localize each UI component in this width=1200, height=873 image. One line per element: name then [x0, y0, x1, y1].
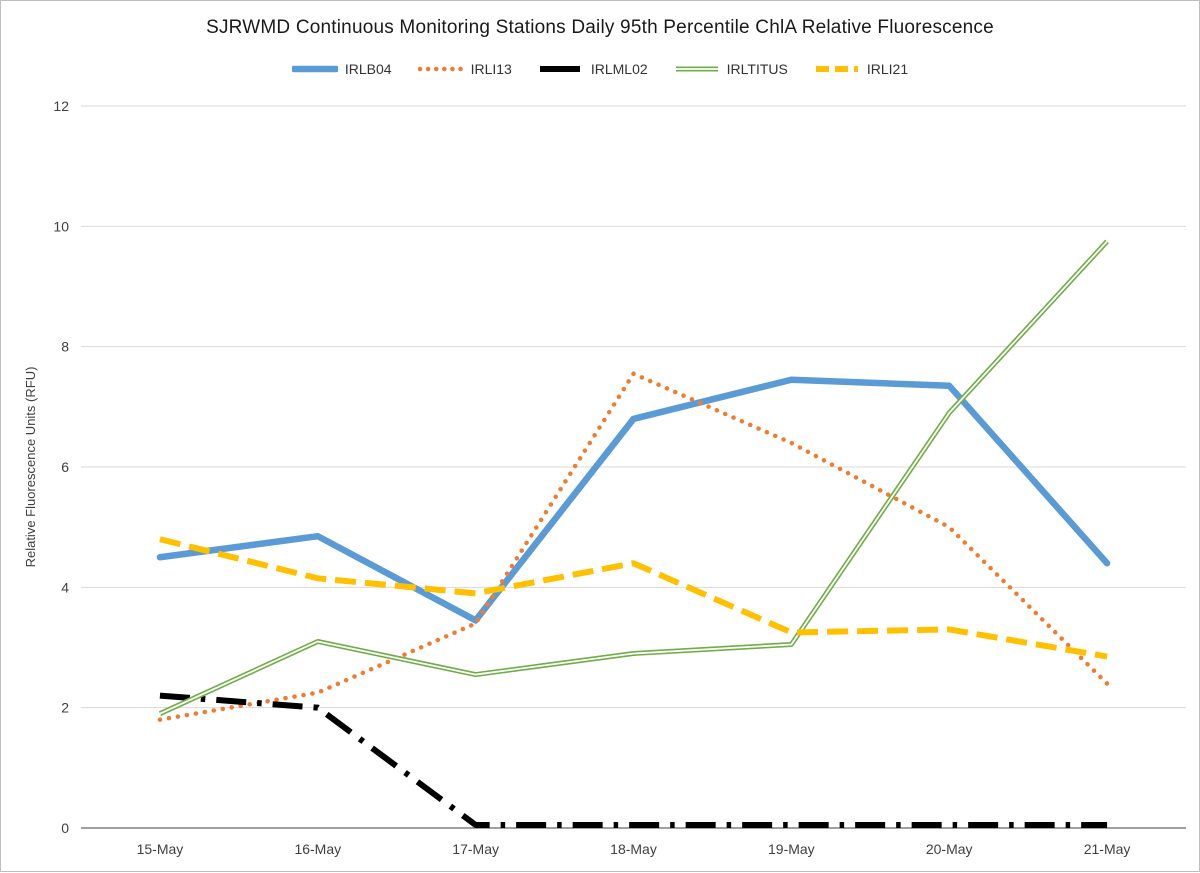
series-line-inner-IRLTITUS	[159, 240, 1108, 715]
legend-item-IRLTITUS: IRLTITUS	[674, 61, 788, 77]
x-tick-label: 21-May	[1084, 841, 1131, 857]
legend-marker-IRLI13	[417, 66, 464, 72]
series-line-IRLI21	[159, 536, 1108, 660]
chart-legend: IRLB04 IRLI13 IRLML02 IRLTITUS IRLI21	[1, 61, 1199, 77]
series-line-IRLTITUS	[158, 239, 1109, 716]
series-line-IRLB04	[156, 376, 1111, 624]
y-tick-label: 8	[61, 339, 69, 355]
series-line-IRLML02	[159, 692, 1108, 828]
x-tick-label: 18-May	[610, 841, 657, 857]
x-tick-label: 16-May	[294, 841, 341, 857]
legend-item-IRLI13: IRLI13	[417, 61, 512, 77]
y-tick-label: 6	[61, 459, 69, 475]
x-tick-label: 17-May	[452, 841, 499, 857]
legend-label-IRLB04: IRLB04	[344, 61, 392, 77]
legend-marker-IRLTITUS	[675, 66, 718, 72]
legend-marker-IRLML02	[539, 66, 582, 72]
legend-item-IRLB04: IRLB04	[291, 61, 392, 77]
y-axis-title: Relative Fluorescence Units (RFU)	[23, 367, 38, 568]
legend-marker-IRLB04	[291, 65, 338, 73]
legend-label-IRLML02: IRLML02	[590, 61, 648, 77]
x-tick-label: 20-May	[926, 841, 973, 857]
series-line-IRLI13	[157, 371, 1110, 722]
y-tick-label: 0	[61, 820, 69, 836]
chart-title: SJRWMD Continuous Monitoring Stations Da…	[206, 17, 994, 38]
legend-label-IRLTITUS: IRLTITUS	[726, 61, 788, 77]
y-tick-label: 4	[61, 579, 69, 595]
y-tick-label: 12	[53, 98, 69, 114]
x-tick-label: 19-May	[768, 841, 815, 857]
y-tick-label: 2	[61, 700, 69, 716]
legend-label-IRLI21: IRLI21	[866, 61, 909, 77]
y-tick-label: 10	[53, 218, 69, 234]
legend-item-IRLI21: IRLI21	[814, 61, 908, 77]
legend-marker-IRLI21	[815, 66, 858, 72]
x-tick-label: 15-May	[137, 841, 184, 857]
legend-label-IRLI13: IRLI13	[470, 61, 512, 77]
legend-item-IRLML02: IRLML02	[538, 61, 648, 77]
